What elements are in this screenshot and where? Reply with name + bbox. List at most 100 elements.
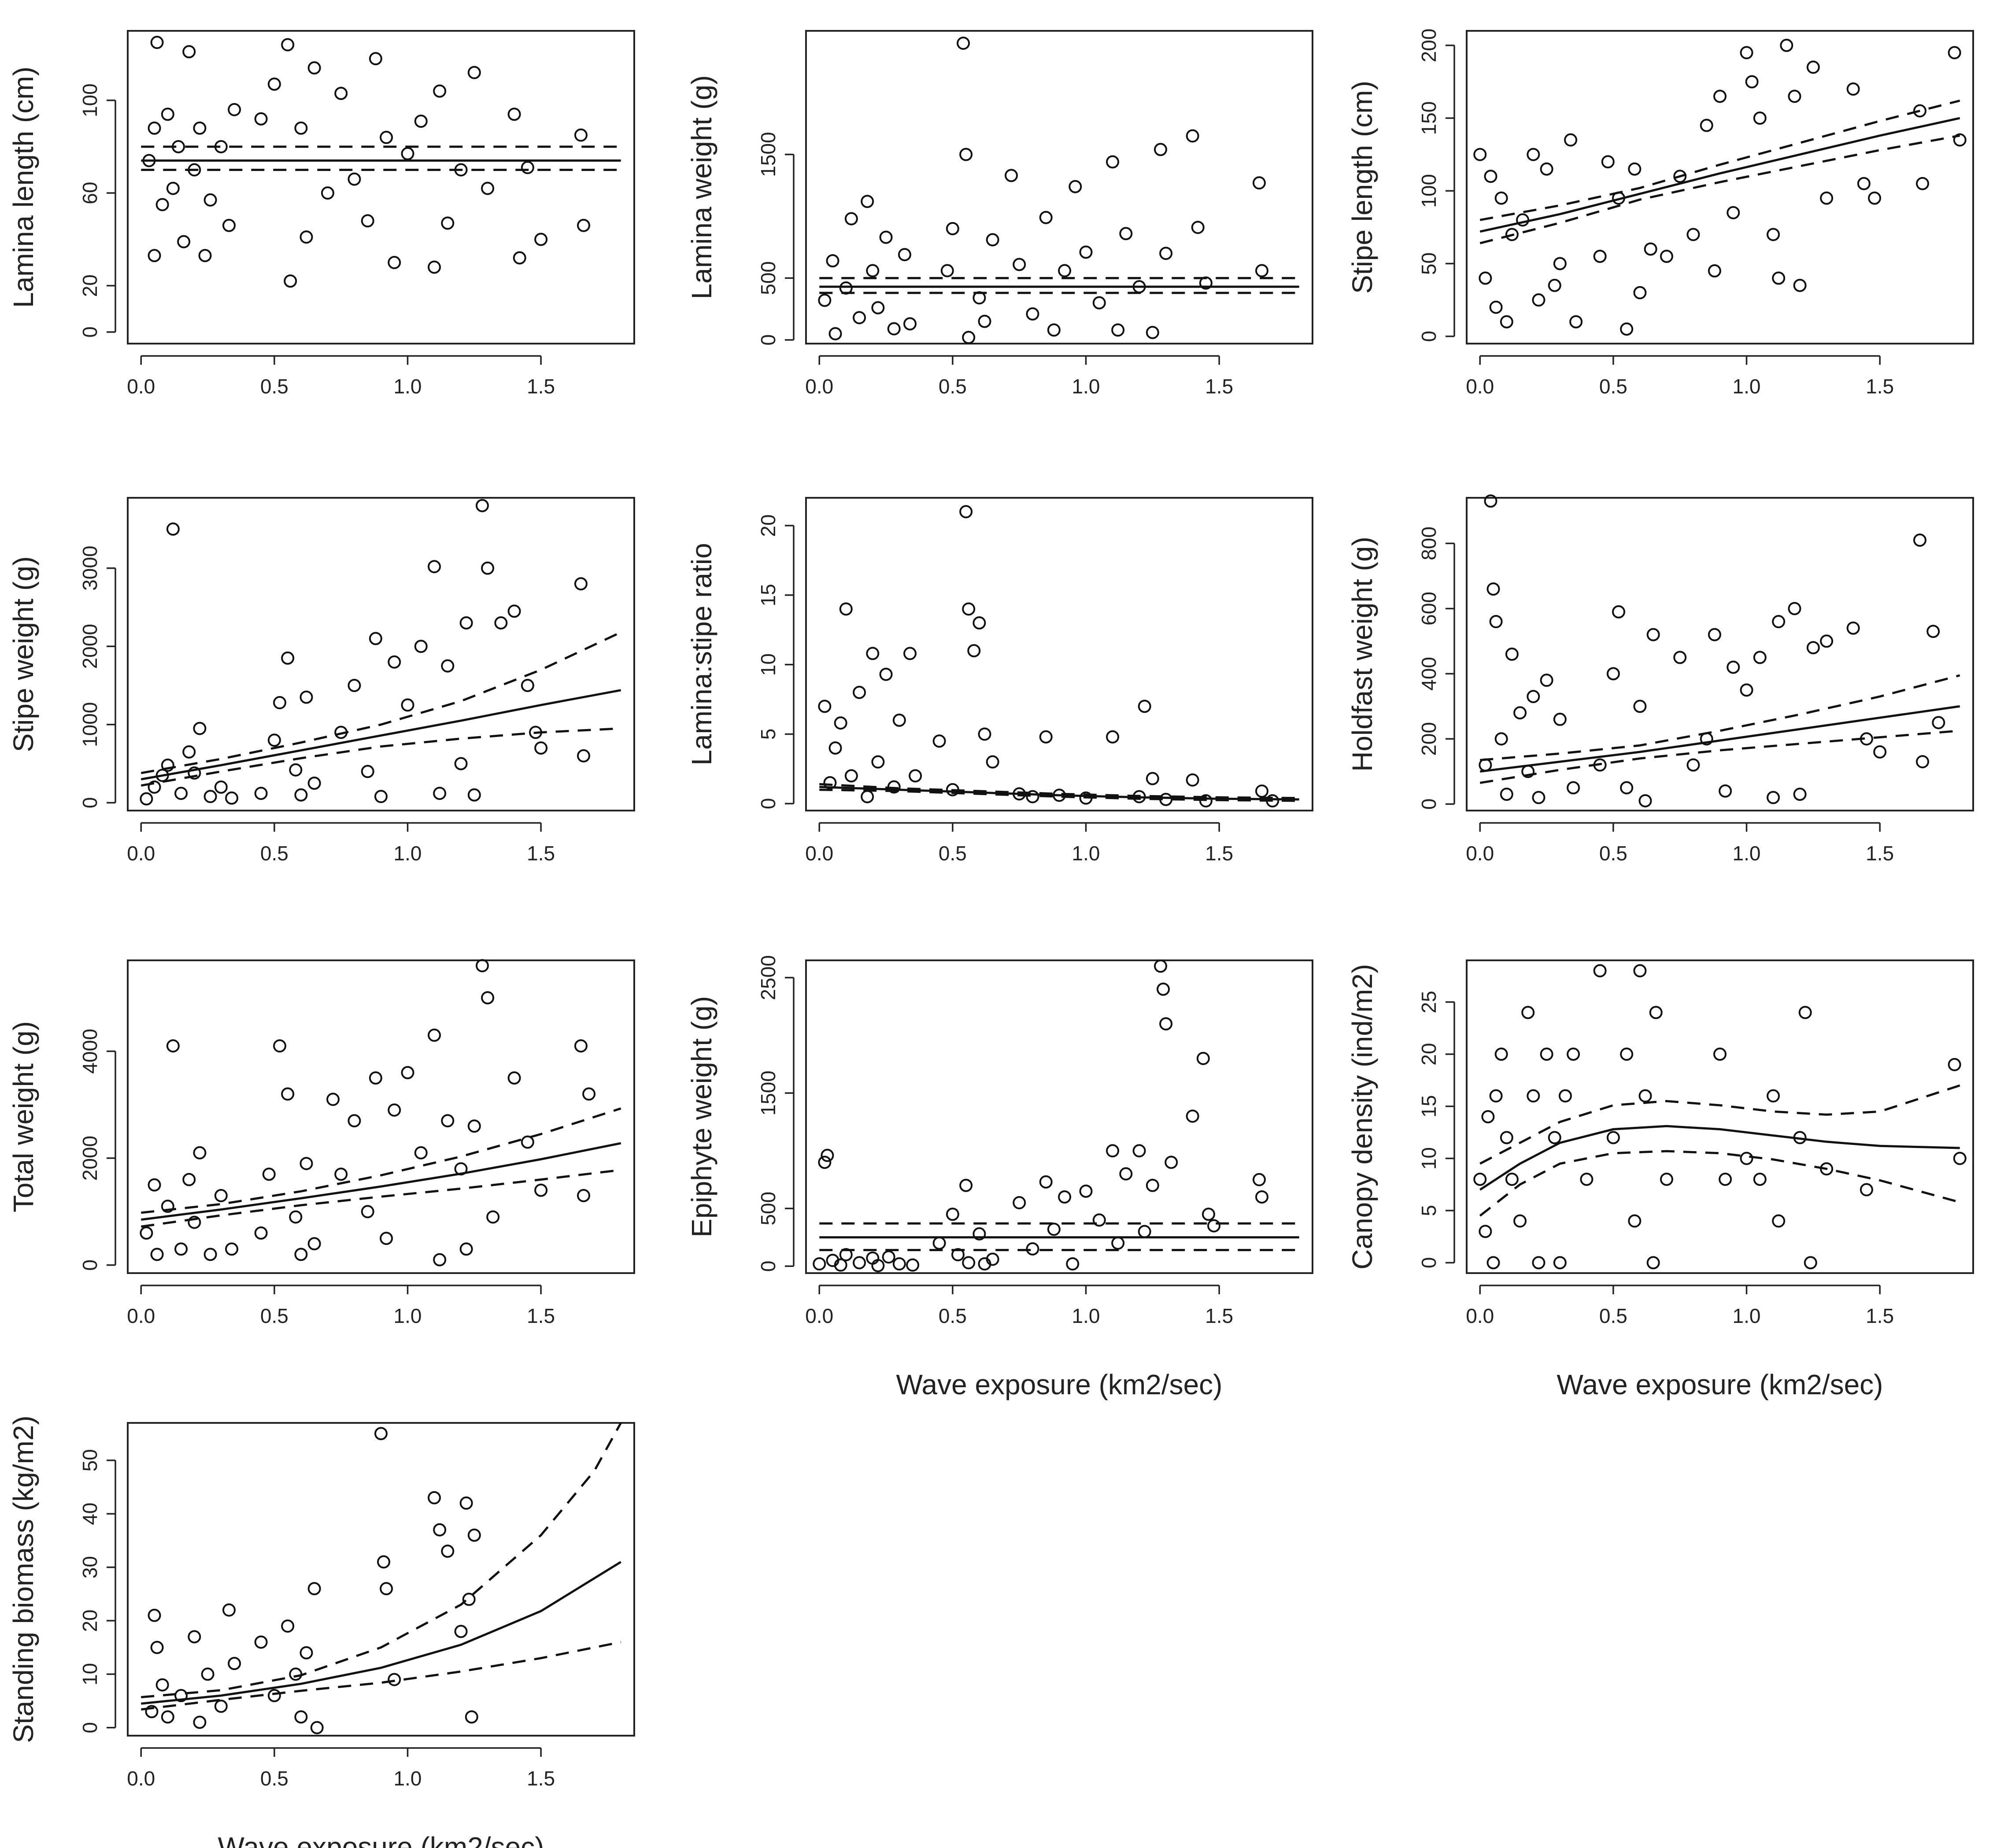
data-point — [334, 1167, 348, 1181]
data-point — [1564, 133, 1578, 147]
data-point — [1252, 176, 1266, 190]
data-point — [903, 317, 917, 331]
data-point — [188, 1215, 201, 1229]
data-point — [1047, 1222, 1061, 1236]
data-point — [193, 1146, 207, 1159]
data-point — [254, 1635, 268, 1649]
data-point — [481, 991, 495, 1004]
data-point — [441, 659, 455, 673]
data-point — [818, 293, 832, 307]
data-point — [214, 780, 228, 794]
data-point — [1111, 323, 1125, 337]
data-point — [1513, 706, 1527, 720]
data-point — [940, 264, 954, 278]
data-point — [978, 727, 991, 741]
data-point — [1673, 170, 1687, 183]
data-point — [462, 1592, 476, 1606]
x-tick-label: 0.5 — [1599, 1304, 1627, 1327]
y-tick-label: 1500 — [757, 132, 780, 177]
data-point — [289, 1210, 303, 1224]
data-point — [534, 233, 548, 246]
y-tick-label: 20 — [78, 1609, 101, 1632]
data-point — [932, 1236, 946, 1250]
data-point — [909, 769, 922, 783]
data-point — [203, 1248, 217, 1261]
y-tick-label: 20 — [1417, 1043, 1440, 1065]
data-point — [1486, 1256, 1500, 1270]
data-point — [433, 1253, 447, 1267]
plot-frame — [1466, 959, 1974, 1274]
data-point — [140, 792, 153, 806]
data-point — [1479, 1225, 1492, 1238]
data-point — [834, 1258, 847, 1272]
data-point — [861, 790, 874, 804]
data-point — [467, 66, 481, 79]
fit-line — [1479, 705, 1960, 773]
data-point — [1092, 296, 1106, 310]
data-point — [534, 1183, 548, 1197]
y-axis-title: Canopy density (ind/m2) — [1346, 964, 1378, 1270]
data-point — [1633, 286, 1647, 300]
data-point — [1649, 1006, 1663, 1019]
plot-frame — [805, 30, 1313, 344]
ci-upper-line — [819, 783, 1299, 800]
data-point — [871, 301, 885, 315]
data-point — [1860, 1183, 1873, 1196]
y-tick-label: 10 — [78, 1663, 101, 1685]
data-point — [388, 1673, 401, 1686]
data-point — [1196, 1052, 1210, 1065]
y-tick-label: 30 — [78, 1556, 101, 1578]
data-point — [273, 1039, 286, 1053]
data-point — [481, 181, 495, 195]
data-point — [951, 1248, 965, 1262]
data-point — [214, 1189, 228, 1203]
data-point — [174, 1242, 188, 1256]
data-point — [388, 1103, 401, 1117]
panel-epiphyte-weight: 0.0 0.5 1.0 1.5 0 500 1500 2500 Epiphyte weight … — [686, 955, 1313, 1400]
data-point — [299, 1157, 313, 1170]
data-point — [1646, 628, 1660, 641]
data-point — [1772, 615, 1786, 629]
data-point — [903, 647, 917, 660]
x-tick-label: 0.0 — [1466, 842, 1494, 865]
data-point — [254, 1226, 268, 1240]
data-point — [476, 499, 489, 512]
data-point — [267, 733, 281, 747]
data-point — [1207, 1219, 1221, 1233]
data-point — [1058, 264, 1072, 278]
data-point — [887, 322, 901, 336]
data-point — [521, 1135, 534, 1149]
x-tick-label: 0.0 — [1466, 375, 1494, 398]
data-point — [1146, 1178, 1159, 1192]
data-point — [369, 52, 382, 66]
y-tick-label: 5 — [757, 729, 780, 740]
data-point — [574, 1039, 588, 1053]
data-point — [369, 1071, 382, 1085]
data-point — [879, 667, 893, 681]
y-tick-label: 500 — [757, 1192, 780, 1226]
data-point — [1846, 82, 1860, 96]
data-point — [1793, 788, 1807, 801]
data-point — [1494, 191, 1508, 205]
data-point — [844, 212, 858, 226]
ci-lower-line — [141, 1169, 621, 1228]
data-point — [534, 741, 548, 755]
data-point — [1532, 791, 1546, 804]
panel-canopy-density: 0.0 0.5 1.0 1.5 0 5 10 15 20 25 Canopy density (in… — [1346, 959, 1974, 1400]
data-point — [853, 1256, 866, 1270]
y-tick-label: 200 — [1417, 29, 1440, 63]
data-point — [388, 256, 401, 269]
panel-stipe-length: 0.0 0.5 1.0 1.5 0 50 100 150 200 Stipe length (cm… — [1346, 29, 1974, 398]
data-point — [307, 1582, 321, 1596]
data-point — [433, 1523, 447, 1537]
data-point — [1567, 1048, 1580, 1061]
data-point — [414, 115, 428, 128]
data-point — [281, 651, 295, 665]
data-point — [294, 121, 308, 135]
data-point — [1660, 249, 1673, 263]
x-axis-title: Wave exposure (km2/sec) — [1557, 1369, 1883, 1400]
plot-frame — [127, 497, 635, 811]
data-point — [1820, 634, 1834, 648]
y-tick-label: 0 — [78, 326, 101, 338]
data-point — [1780, 39, 1793, 52]
